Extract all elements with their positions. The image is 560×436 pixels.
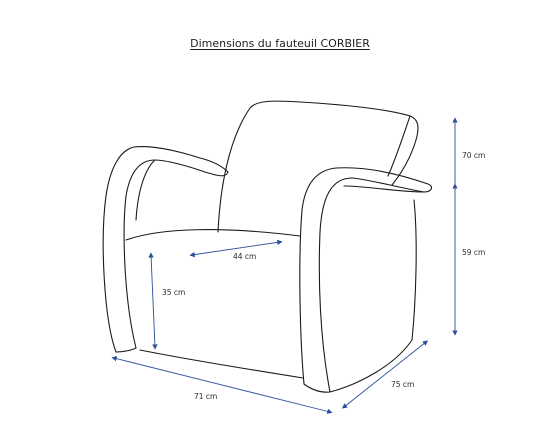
dimension-arm-height: 59 cm	[452, 183, 485, 336]
diagram-title: Dimensions du fauteuil CORBIER	[190, 37, 370, 50]
dimension-seat-depth: 44 cm	[189, 239, 283, 261]
seat-cushion	[125, 229, 301, 241]
label-arm-height: 59 cm	[462, 248, 485, 257]
dimension-back-height: 70 cm	[452, 117, 485, 186]
label-seat-height: 35 cm	[162, 288, 185, 297]
label-depth: 75 cm	[391, 380, 414, 389]
label-back-height: 70 cm	[462, 151, 485, 160]
armchair-outline	[102, 100, 433, 393]
label-seat-depth: 44 cm	[233, 252, 256, 261]
label-width: 71 cm	[194, 392, 217, 401]
dimension-width: 71 cm	[111, 356, 333, 414]
dimension-depth: 75 cm	[341, 340, 429, 409]
left-arm	[102, 146, 229, 353]
backrest	[217, 100, 419, 233]
dimension-seat-height: 35 cm	[148, 252, 185, 350]
right-arm	[299, 167, 433, 393]
